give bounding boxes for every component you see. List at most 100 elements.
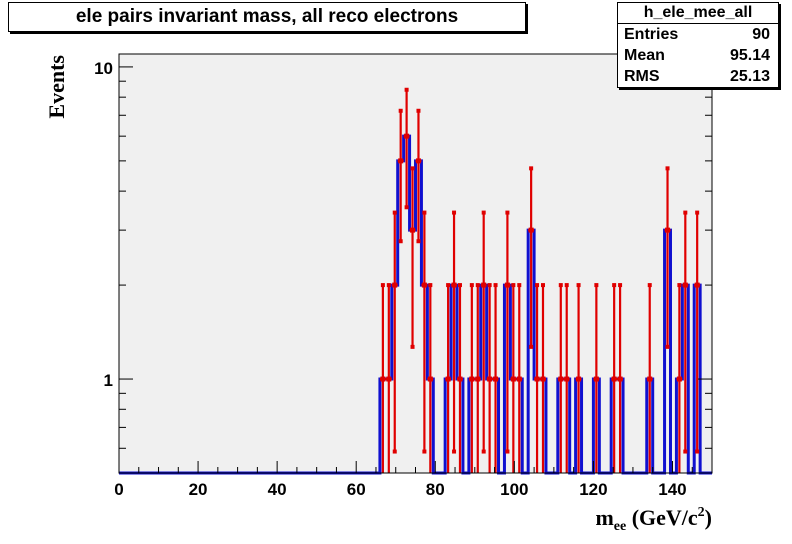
error-bar [510,283,517,473]
data-point [392,282,398,288]
error-bar [534,283,541,473]
data-point [682,282,688,288]
stats-value: 25.13 [729,68,770,85]
error-bar [676,283,683,473]
error-cap [398,239,403,244]
error-bar [593,283,600,473]
x-tick-label: 120 [579,480,607,499]
stats-row-mean: Mean 95.14 [618,45,778,66]
error-cap [540,283,545,288]
x-tick-label: 60 [347,480,366,499]
x-axis-label: mee (GeV/c2) [595,505,712,534]
error-cap [529,344,534,349]
x-axis-label-part: m [595,505,613,530]
error-bar [480,210,487,454]
axes: 0 20 40 60 80 100 120 140 1 10 [94,59,713,499]
error-bar [474,283,481,473]
data-point [475,376,481,382]
data-point [386,376,392,382]
stats-box: h_ele_mee_all Entries 90 Mean 95.14 RMS … [617,2,779,88]
error-cap [493,283,498,288]
y-tick-label: 10 [94,59,113,78]
y-tick-label: 1 [104,371,113,390]
data-point [534,376,540,382]
x-tick-label: 40 [268,480,287,499]
x-axis-label-part: ee [614,519,626,534]
error-cap [422,210,427,215]
error-bar [694,210,701,454]
data-point [481,282,487,288]
y-axis-label: Events [44,55,69,119]
error-cap [612,283,617,288]
error-cap [416,108,421,113]
error-cap [469,283,474,288]
stats-value: 95.14 [729,47,770,64]
data-point [558,376,564,382]
error-cap [665,344,670,349]
error-bar [409,166,416,349]
data-point [676,376,682,382]
error-cap [505,449,510,454]
error-bar [575,283,582,473]
error-bar [540,283,546,473]
error-cap [386,283,391,288]
error-cap [404,205,409,210]
data-point [647,376,653,382]
error-cap [665,166,670,171]
data-point [404,133,410,139]
data-point [398,158,404,164]
error-cap [529,166,534,171]
error-cap [535,283,540,288]
error-bar [391,210,398,454]
error-bar [504,210,511,454]
error-cap [487,283,492,288]
error-cap [428,283,433,288]
data-point [593,376,599,382]
error-bar [457,283,463,473]
error-bar [379,283,386,473]
stats-label: Entries [624,26,679,43]
error-cap [683,210,688,215]
data-point [510,376,516,382]
error-cap [392,449,397,454]
chart-title: ele pairs invariant mass, all reco elect… [8,2,526,32]
error-cap [618,283,623,288]
error-bar [611,283,618,473]
error-cap [564,283,569,288]
error-bar [421,210,428,454]
data-point [540,376,546,382]
data-point [415,158,421,164]
stats-value: 90 [752,26,770,43]
data-point [611,376,617,382]
data-point [493,376,499,382]
data-point [694,282,700,288]
data-point [380,376,386,382]
error-cap [558,283,563,288]
data-point [457,376,463,382]
error-cap [392,210,397,215]
x-tick-label: 100 [500,480,528,499]
error-cap [416,239,421,244]
error-cap [576,283,581,288]
data-point [469,376,475,382]
error-bar [664,166,671,349]
error-cap [683,449,688,454]
error-cap [481,449,486,454]
error-cap [505,210,510,215]
error-bar [451,210,458,454]
stats-label: RMS [624,68,660,85]
data-point [445,376,451,382]
error-cap [594,283,599,288]
error-bar [617,283,624,473]
error-cap [481,210,486,215]
stats-histogram-name: h_ele_mee_all [618,3,778,24]
error-bar [385,283,392,473]
error-cap [647,283,652,288]
data-point [451,282,457,288]
x-tick-label: 80 [426,480,445,499]
stats-row-rms: RMS 25.13 [618,66,778,87]
data-point [427,376,433,382]
error-bar [557,283,564,473]
data-point [665,227,671,233]
